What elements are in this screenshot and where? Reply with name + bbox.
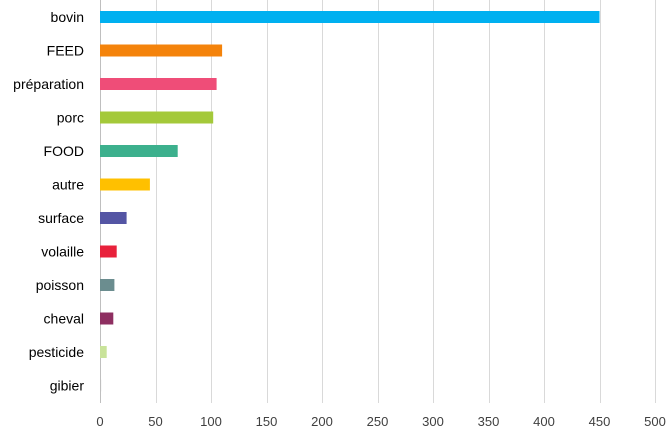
tick-label-300: 300	[422, 414, 444, 427]
bar-volaille	[100, 245, 117, 258]
bar-porc	[100, 111, 214, 124]
bar-FEED	[100, 44, 223, 57]
category-label-poisson: poisson	[36, 277, 84, 293]
tick-label-400: 400	[533, 414, 555, 427]
category-label-porc: porc	[57, 110, 84, 126]
category-label-autre: autre	[52, 177, 84, 193]
tick-label-0: 0	[96, 414, 103, 427]
gridlines	[100, 0, 656, 403]
bar-autre	[100, 178, 150, 191]
category-label-FEED: FEED	[47, 43, 84, 59]
tick-label-200: 200	[311, 414, 333, 427]
tick-label-450: 450	[589, 414, 611, 427]
tick-label-250: 250	[367, 414, 389, 427]
tick-label-50: 50	[148, 414, 162, 427]
bar-bovin	[100, 11, 600, 23]
x-axis-tick-labels: 0 50 100 150 200 250 300 350 400 450 500	[96, 414, 665, 427]
category-label-cheval: cheval	[44, 311, 84, 327]
category-labels: bovin FEED préparation porc FOOD autre surface…	[13, 9, 84, 394]
bar-surface	[100, 212, 127, 224]
category-label-pesticide: pesticide	[29, 344, 84, 360]
category-label-préparation: préparation	[13, 76, 84, 92]
tick-label-500: 500	[644, 414, 666, 427]
bar-cheval	[100, 312, 114, 325]
category-label-surface: surface	[38, 210, 84, 226]
tick-label-100: 100	[200, 414, 222, 427]
bar-poisson	[100, 279, 115, 291]
bar-préparation	[100, 78, 217, 90]
category-label-bovin: bovin	[51, 9, 84, 25]
category-label-FOOD: FOOD	[44, 143, 84, 159]
bars	[100, 11, 600, 392]
tick-label-350: 350	[478, 414, 500, 427]
category-label-volaille: volaille	[41, 244, 84, 260]
category-label-gibier: gibier	[50, 378, 85, 394]
bar-FOOD	[100, 145, 178, 157]
bar-gibier	[100, 379, 102, 392]
bar-pesticide	[100, 346, 107, 358]
tick-label-150: 150	[256, 414, 278, 427]
